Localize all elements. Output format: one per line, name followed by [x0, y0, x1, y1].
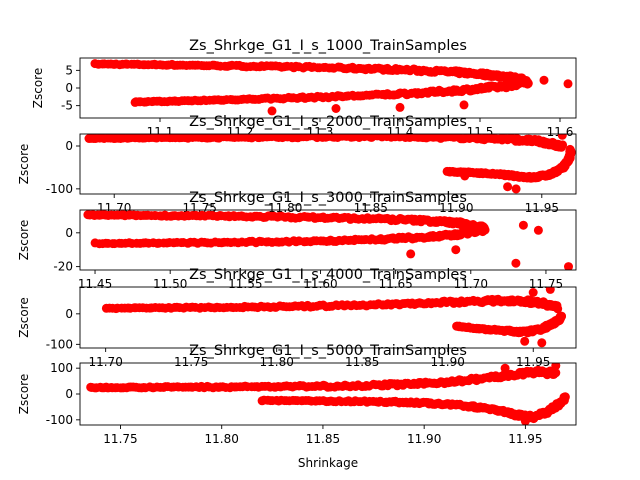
x-tick-label: 11.80 — [205, 432, 239, 446]
x-tick-label: 11.65 — [378, 277, 412, 291]
point-lower — [557, 311, 566, 321]
x-tick-label: 11.90 — [431, 355, 465, 369]
subplot-title: Zs_Shrkge_G1_I_s_2000_TrainSamples — [189, 114, 467, 130]
axes-frame — [79, 286, 577, 349]
axes-frame — [79, 209, 577, 271]
point-outlier — [511, 184, 521, 194]
scatter-points — [86, 363, 570, 425]
y-tick-label: 0 — [65, 387, 73, 401]
point-lower — [565, 144, 575, 154]
point-outlier — [557, 134, 567, 140]
point-upper — [523, 78, 533, 88]
x-tick-label: 11.75 — [529, 277, 563, 291]
y-axis-label: Zscore — [17, 220, 31, 260]
subplot-title: Zs_Shrkge_G1_I_s_5000_TrainSamples — [189, 343, 467, 359]
subplot-5: -100 0 100 11.75 11.80 11.85 11.90 11.95 Zscore Z… — [17, 343, 577, 446]
point-outlier — [551, 363, 561, 371]
x-tick-label: 11.95 — [525, 201, 559, 215]
scatter-points — [90, 59, 573, 116]
point-upper — [553, 304, 563, 314]
point-lower — [480, 225, 490, 235]
point-outlier — [511, 258, 521, 268]
point-outlier — [520, 416, 530, 425]
y-tick-label: -100 — [46, 413, 73, 427]
x-tick-label: 11.95 — [508, 432, 542, 446]
y-tick-label: 100 — [50, 361, 73, 375]
point-outlier — [503, 182, 513, 192]
y-tick-label: -100 — [46, 182, 73, 196]
x-axis-label: Shrinkage — [298, 456, 358, 470]
point-outlier — [537, 338, 547, 348]
y-tick-label: -5 — [61, 99, 73, 113]
point-outlier — [564, 262, 573, 270]
y-tick-label: 0 — [65, 307, 73, 321]
y-axis-label: Zscore — [17, 297, 31, 337]
point-outlier — [131, 97, 141, 107]
scatter-points — [83, 210, 573, 270]
point-outlier — [520, 336, 530, 346]
point-outlier — [406, 249, 416, 259]
x-tick-label: 11.85 — [345, 355, 379, 369]
point-outlier — [500, 363, 510, 373]
axes-frame — [79, 133, 577, 195]
point-outlier — [451, 245, 461, 255]
y-tick-label: 0 — [65, 226, 73, 240]
x-tick-label: 11.90 — [407, 432, 441, 446]
y-tick-label: -100 — [46, 337, 73, 351]
x-tick-label: 11.50 — [153, 277, 187, 291]
point-outlier — [518, 220, 528, 230]
subplot-3: -20 0 11.45 11.50 11.55 11.60 11.65 11.70 11.75 Z… — [17, 190, 577, 291]
y-tick-label: -20 — [53, 260, 73, 274]
scatter-points — [84, 134, 576, 194]
y-axis-label: Zscore — [17, 374, 31, 414]
point-outlier — [539, 75, 549, 85]
point-outlier — [460, 171, 470, 181]
y-axis-label: Zscore — [17, 144, 31, 184]
subplot-title: Zs_Shrkge_G1_I_s_1000_TrainSamples — [189, 38, 467, 54]
x-tick-label: 11.75 — [103, 432, 137, 446]
x-tick-label: 11.70 — [88, 355, 122, 369]
subplot-4: -100 0 11.70 11.75 11.80 11.85 11.90 11.95 Zscor… — [17, 267, 577, 369]
y-tick-label: 5 — [65, 63, 73, 77]
subplot-title: Zs_Shrkge_G1_I_s_3000_TrainSamples — [189, 190, 467, 206]
point-lower — [560, 392, 570, 402]
point-outlier — [267, 106, 277, 116]
subplot-title: Zs_Shrkge_G1_I_s_4000_TrainSamples — [189, 267, 467, 283]
y-axis-label: Zscore — [31, 68, 45, 108]
y-tick-label: 0 — [65, 139, 73, 153]
x-tick-label: 11.80 — [260, 355, 294, 369]
y-tick-label: 0 — [65, 81, 73, 95]
point-outlier — [459, 100, 469, 110]
point-upper — [551, 368, 561, 378]
x-tick-label: 11.70 — [454, 277, 488, 291]
x-tick-label: 11.45 — [78, 277, 112, 291]
x-tick-label: 11.75 — [174, 355, 208, 369]
x-tick-label: 11.85 — [354, 201, 388, 215]
x-tick-label: 11.80 — [268, 201, 302, 215]
point-outlier — [563, 79, 573, 89]
point-outlier — [545, 287, 555, 294]
x-tick-label: 11.85 — [306, 432, 340, 446]
x-tick-label: 11.95 — [516, 355, 550, 369]
x-tick-label: 11.60 — [303, 277, 337, 291]
point-outlier — [528, 288, 538, 297]
scatter-points — [101, 287, 566, 348]
point-outlier — [395, 102, 405, 112]
point-outlier — [331, 104, 341, 113]
x-tick-label: 11.55 — [228, 277, 262, 291]
x-tick-label: 11.90 — [439, 201, 473, 215]
point-lower — [514, 79, 524, 89]
point-upper — [558, 140, 568, 150]
point-outlier — [533, 225, 543, 235]
